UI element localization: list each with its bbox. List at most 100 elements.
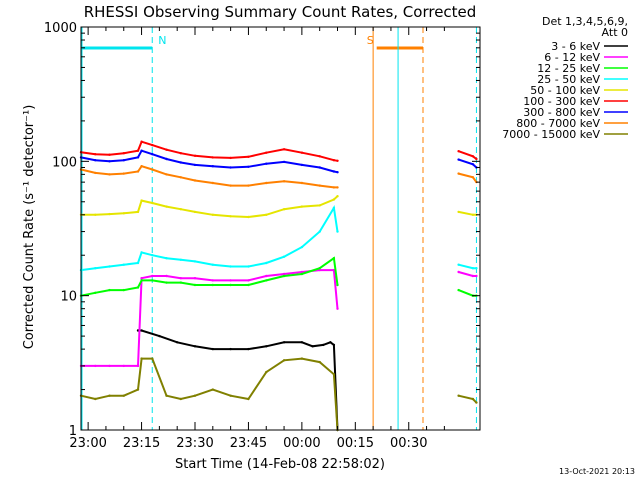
data-point-50-100-kev [122,212,126,215]
data-point-25-50-kev [193,260,197,263]
data-point-12-25-kev [332,257,336,260]
data-point-12-25-kev [179,281,182,284]
data-point-6-12-kev [193,277,197,280]
data-point-100-300-kev [122,152,126,155]
data-point-50-100-kev [229,215,232,218]
data-point-800-7000-kev [193,179,197,182]
data-point-50-100-kev [332,198,336,201]
data-point-7000-15000-kev [211,388,214,391]
legend-header-line: Det 1,3,4,5,6,9, [542,15,628,28]
data-point-7000-15000-kev [247,397,250,401]
data-point-7000-15000-kev [165,394,168,397]
data-point-6-12-kev [318,268,321,272]
data-point-800-7000-kev [265,181,268,185]
data-point-300-800-kev [247,165,250,168]
series-line-800-7000-kev [80,165,338,189]
data-point-800-7000-kev [108,173,111,176]
data-point-100-300-kev [265,151,268,154]
data-point-300-800-kev [179,161,182,164]
data-point-800-7000-kev [94,171,97,175]
data-point-50-100-kev [265,213,268,216]
data-point-7000-15000-kev [179,397,182,401]
series-line-25-50-kev [80,205,339,272]
data-point-100-300-kev [300,151,304,154]
data-point-25-50-kev [122,263,126,266]
data-point-800-7000-kev [300,181,304,185]
data-point-25-50-kev [151,254,154,257]
data-point-100-300-kev [108,153,111,156]
data-point-7000-15000-kev [193,394,197,397]
data-point-3-6-kev [247,347,250,351]
x-tick-label: 23:30 [176,436,213,451]
data-point-25-50-kev [300,245,304,249]
data-point-7000-15000-kev [229,394,232,397]
legend-header-line: Att 0 [602,26,628,39]
data-point-7000-15000-kev [282,359,286,362]
data-point-25-50-kev [318,230,321,233]
data-point-50-100-kev [136,210,140,214]
data-point-25-50-kev [247,265,250,268]
data-point-3-6-kev [322,343,325,347]
data-point-300-800-kev [140,149,143,152]
y-tick-label: 100 [52,155,77,170]
legend-label-800-7000-kev: 800 - 7000 keV [516,117,600,130]
data-point-12-25-kev [282,274,286,278]
data-point-7000-15000-kev [122,394,126,397]
data-point-12-25-kev [247,283,250,287]
data-point-50-100-kev [165,205,168,208]
data-point-25-50-kev [94,267,97,270]
data-point-800-7000-kev [247,184,250,187]
x-tick-label: 00:30 [390,436,427,451]
data-point-300-800-kev [282,160,286,164]
data-point-3-6-kev [140,329,143,332]
data-point-6-12-kev [300,270,304,274]
data-point-3-6-kev [300,341,304,344]
x-axis-label: Start Time (14-Feb-08 22:58:02) [175,457,385,472]
data-point-50-100-kev [140,199,143,202]
data-point-100-300-kev [165,148,168,151]
data-point-25-50-kev [136,261,140,265]
data-point-300-800-kev [165,157,168,161]
legend-label-100-300-kev: 100 - 300 keV [523,95,600,108]
legend-label-6-12-kev: 6 - 12 keV [544,51,600,64]
chart-title: RHESSI Observing Summary Count Rates, Co… [84,3,477,21]
data-point-7000-15000-kev [318,360,321,364]
data-point-50-100-kev [300,205,304,208]
data-point-7000-15000-kev [457,394,460,397]
data-point-3-6-kev [176,341,179,344]
data-point-3-6-kev [193,345,197,348]
data-point-300-800-kev [211,165,214,168]
data-point-300-800-kev [229,166,232,169]
data-point-6-12-kev [140,277,143,280]
data-point-25-50-kev [165,257,168,260]
data-point-6-12-kev [471,274,475,278]
data-point-100-300-kev [211,156,214,159]
data-point-6-12-kev [151,274,154,278]
data-point-100-300-kev [140,140,143,143]
data-point-3-6-kev [282,341,286,344]
data-point-12-25-kev [265,279,268,282]
data-point-6-12-kev [211,279,214,282]
x-tick-label: 23:00 [69,436,106,451]
data-point-7000-15000-kev [265,370,268,374]
data-point-100-300-kev [136,149,140,152]
data-point-300-800-kev [471,163,475,166]
data-point-25-50-kev [282,255,286,258]
data-point-3-6-kev [211,347,214,351]
data-point-300-800-kev [457,158,460,161]
data-point-50-100-kev [211,213,214,216]
data-point-800-7000-kev [471,176,475,179]
data-point-100-300-kev [332,159,336,162]
data-point-300-800-kev [136,156,140,159]
series-line-50-100-kev [81,195,339,219]
data-point-12-25-kev [457,288,460,292]
series-line-7000-15000-kev [80,357,339,431]
data-point-6-12-kev [336,307,339,310]
data-point-25-50-kev [332,206,336,210]
data-point-25-50-kev [457,263,460,266]
data-point-6-12-kev [457,270,460,274]
flag-label-s: S [367,34,374,47]
data-point-300-800-kev [318,166,321,169]
data-point-6-12-kev [165,274,168,278]
data-point-7000-15000-kev [300,357,304,360]
